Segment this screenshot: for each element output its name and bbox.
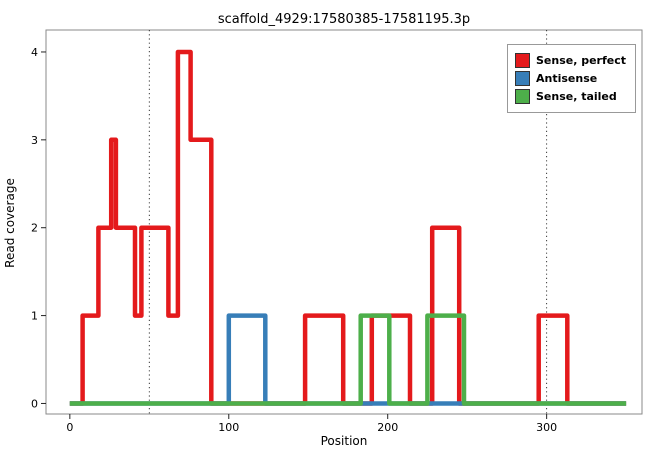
series-line-2 — [69, 313, 627, 406]
x-tick-label: 100 — [218, 421, 239, 434]
legend-label-sense-perfect: Sense, perfect — [535, 54, 626, 67]
y-tick-label: 3 — [31, 134, 38, 147]
legend-swatch-sense-perfect — [514, 53, 530, 68]
legend-item-sense-perfect: Sense, perfect — [514, 53, 626, 68]
legend-swatch-sense-tailed — [514, 89, 530, 104]
x-tick-label: 200 — [377, 421, 398, 434]
y-tick-label: 4 — [31, 46, 38, 59]
x-tick-label: 300 — [536, 421, 557, 434]
legend-label-antisense: Antisense — [535, 72, 598, 85]
legend-label-sense-tailed: Sense, tailed — [535, 90, 617, 103]
legend-item-sense-tailed: Sense, tailed — [514, 89, 626, 104]
legend: Sense, perfect Antisense Sense, tailed — [506, 44, 636, 113]
x-axis-label: Position — [320, 434, 368, 448]
legend-swatch-antisense — [514, 71, 530, 86]
chart-title: scaffold_4929:17580385-17581195.3p — [217, 12, 471, 27]
y-axis-label: Read coverage — [3, 178, 17, 268]
x-tick-label: 0 — [66, 421, 73, 434]
y-tick-label: 2 — [31, 222, 38, 235]
y-tick-label: 1 — [31, 310, 38, 323]
legend-item-antisense: Antisense — [514, 71, 626, 86]
series-line-0 — [69, 49, 627, 406]
y-tick-label: 0 — [31, 397, 38, 410]
